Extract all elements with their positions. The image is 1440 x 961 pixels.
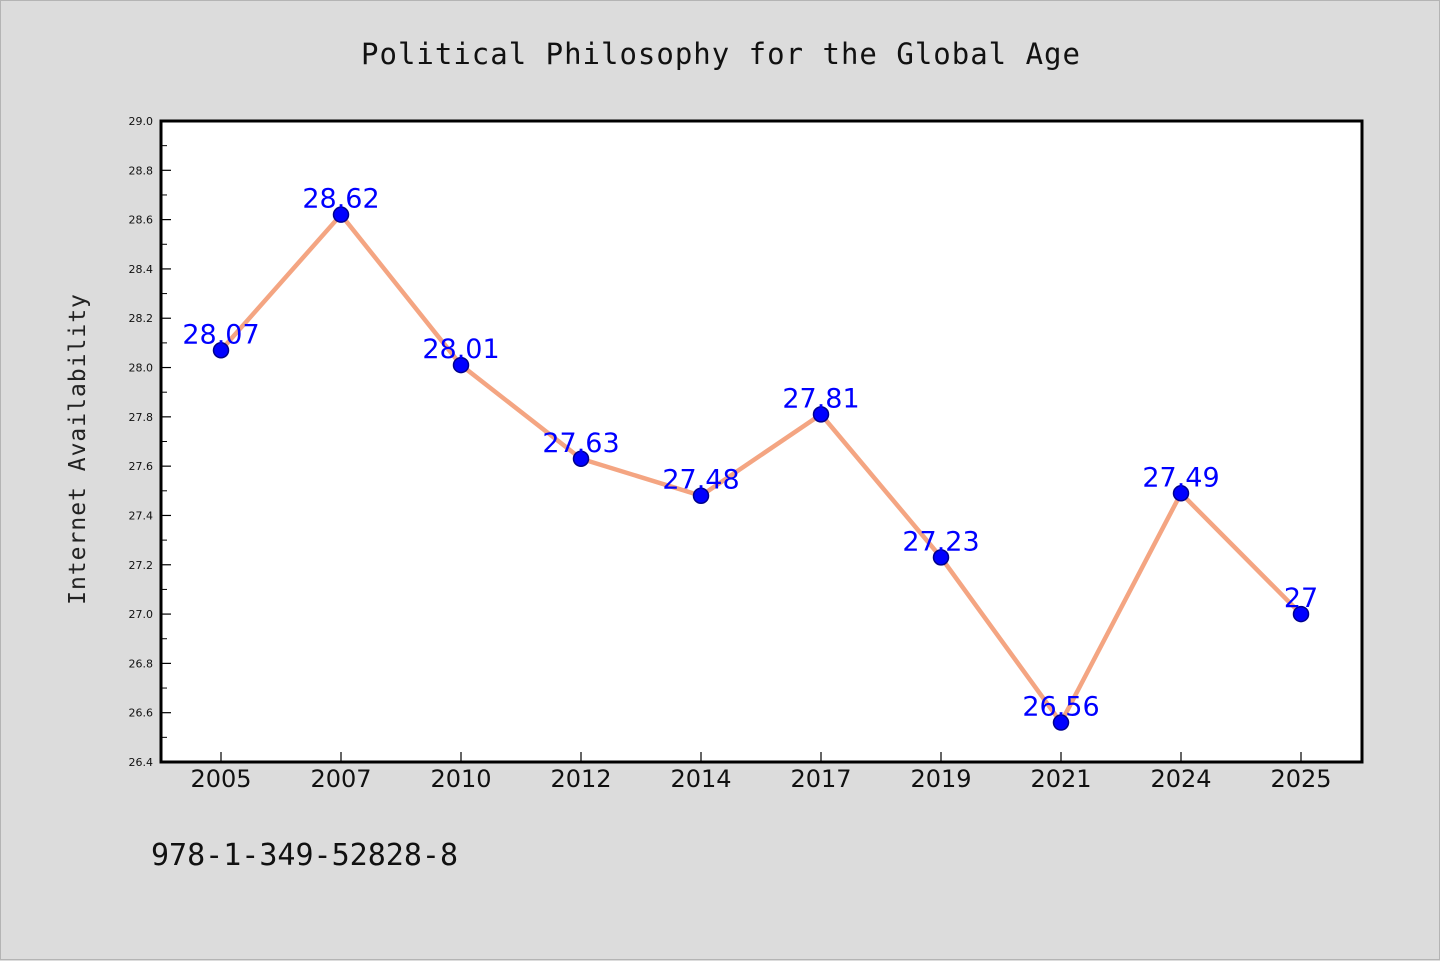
y-tick-label: 27.2 bbox=[129, 559, 154, 572]
chart-title: Political Philosophy for the Global Age bbox=[361, 37, 1081, 71]
data-point bbox=[932, 549, 950, 566]
y-axis-label: Internet Availability bbox=[65, 293, 91, 605]
data-point bbox=[692, 487, 710, 504]
y-tick-label: 27.0 bbox=[129, 608, 154, 621]
x-tick-label: 2014 bbox=[670, 765, 731, 793]
data-label: 27.63 bbox=[542, 428, 619, 459]
x-tick-label: 2021 bbox=[1030, 765, 1091, 793]
data-point bbox=[1052, 714, 1070, 731]
isbn-text: 978-1-349-52828-8 bbox=[151, 838, 458, 873]
data-series: 28.07 28.62 28.01 27.63 27.48 27.81 27.23 26.56… bbox=[182, 184, 1318, 731]
x-tick-label: 2017 bbox=[790, 765, 851, 793]
data-label: 26.56 bbox=[1022, 692, 1099, 723]
data-point bbox=[1172, 485, 1190, 502]
y-axis-ticks: 26.4 26.6 26.8 27.0 27.2 27.4 27.6 27.8 28.0 28.2… bbox=[129, 115, 171, 769]
data-point bbox=[452, 356, 470, 374]
series-line bbox=[218, 212, 1304, 725]
data-label: 27.49 bbox=[1142, 462, 1219, 493]
data-point bbox=[332, 206, 350, 223]
y-tick-label: 28.8 bbox=[129, 164, 154, 177]
data-point bbox=[572, 450, 590, 468]
data-point bbox=[812, 406, 830, 423]
y-tick-label: 26.6 bbox=[129, 707, 154, 720]
x-tick-label: 2010 bbox=[430, 765, 491, 793]
data-label: 27 bbox=[1284, 583, 1318, 614]
x-tick-label: 2019 bbox=[910, 765, 971, 793]
y-tick-label: 28.2 bbox=[129, 312, 154, 325]
data-label: 27.48 bbox=[662, 465, 739, 496]
data-point bbox=[1292, 605, 1310, 623]
y-tick-label: 28.0 bbox=[129, 362, 154, 375]
data-label: 27.81 bbox=[782, 383, 859, 414]
y-tick-label: 27.8 bbox=[129, 411, 154, 424]
y-tick-label: 29.0 bbox=[129, 115, 154, 128]
x-axis-ticks: 2005 2007 2010 2012 2014 2017 2019 2021 2024 2025 bbox=[190, 752, 1332, 793]
y-tick-label: 27.6 bbox=[129, 460, 154, 473]
y-tick-label: 26.4 bbox=[129, 756, 154, 769]
data-label: 28.01 bbox=[422, 334, 499, 365]
x-tick-label: 2012 bbox=[550, 765, 611, 793]
data-label: 28.07 bbox=[182, 319, 259, 350]
y-tick-label: 28.6 bbox=[129, 214, 154, 227]
data-label: 28.62 bbox=[302, 184, 379, 215]
y-tick-label: 27.4 bbox=[129, 509, 154, 522]
data-point bbox=[212, 342, 230, 359]
x-tick-label: 2025 bbox=[1270, 765, 1331, 793]
x-tick-label: 2007 bbox=[310, 765, 371, 793]
x-tick-label: 2005 bbox=[190, 765, 251, 793]
y-tick-label: 26.8 bbox=[129, 657, 154, 670]
x-tick-label: 2024 bbox=[1150, 765, 1211, 793]
y-tick-label: 28.4 bbox=[129, 263, 154, 276]
data-label: 27.23 bbox=[902, 526, 979, 557]
plot-area bbox=[159, 119, 1364, 764]
